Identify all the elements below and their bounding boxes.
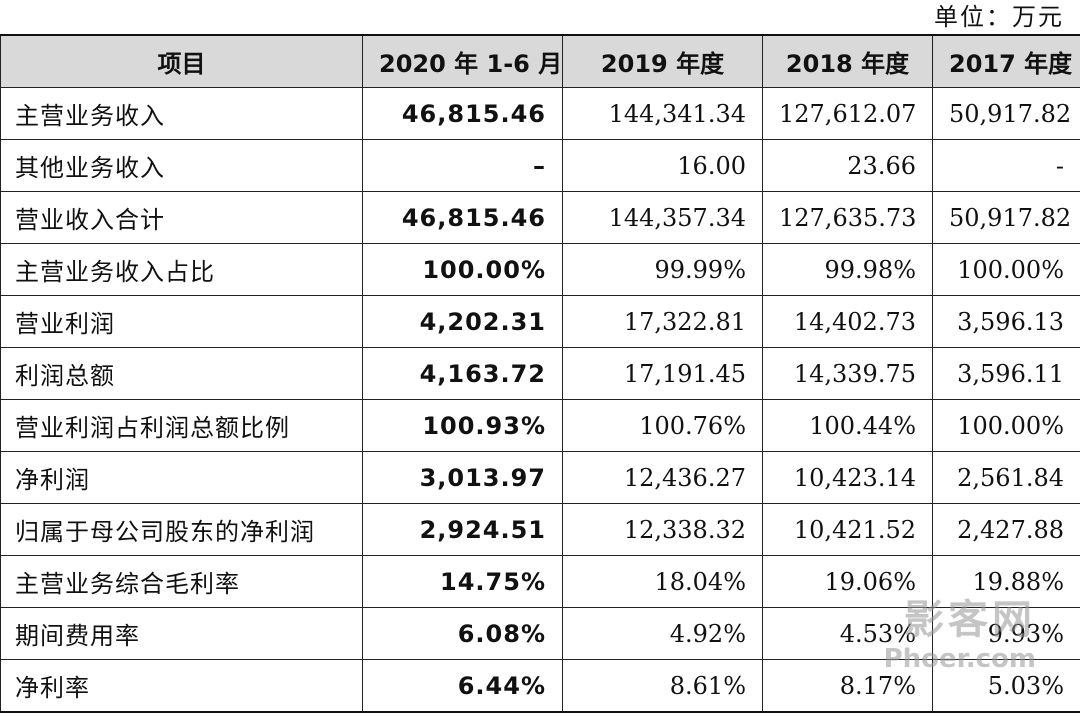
table-row: 营业收入合计 46,815.46 144,357.34 127,635.73 50,91… (0, 191, 1080, 244)
cell-2018: 14,339.75 (762, 347, 933, 400)
cell-2017: 50,917.82 (932, 191, 1080, 244)
cell-2020h1: 6.44% (362, 659, 563, 713)
row-label: 营业利润占利润总额比例 (0, 399, 363, 452)
cell-2017: 5.03% (932, 659, 1080, 713)
cell-2019: 100.76% (562, 399, 763, 452)
cell-2020h1: 14.75% (362, 555, 563, 608)
row-label: 利润总额 (0, 347, 363, 400)
table-row: 期间费用率 6.08% 4.92% 4.53% 9.93% (0, 607, 1080, 660)
cell-2017: 9.93% (932, 607, 1080, 660)
table-row: 净利率 6.44% 8.61% 8.17% 5.03% (0, 659, 1080, 713)
row-label: 净利润 (0, 451, 363, 504)
cell-2020h1: 46,815.46 (362, 191, 563, 244)
cell-2020h1: 100.00% (362, 243, 563, 296)
cell-2017: - (932, 139, 1080, 192)
cell-2017: 3,596.13 (932, 295, 1080, 348)
table-body: 主营业务收入 46,815.46 144,341.34 127,612.07 50,91… (0, 87, 1080, 713)
table-row: 营业利润占利润总额比例 100.93% 100.76% 100.44% 100.00% (0, 399, 1080, 452)
cell-2019: 4.92% (562, 607, 763, 660)
row-label: 主营业务收入占比 (0, 243, 363, 296)
row-label: 其他业务收入 (0, 139, 363, 192)
cell-2018: 14,402.73 (762, 295, 933, 348)
table-row: 主营业务收入占比 100.00% 99.99% 99.98% 100.00% (0, 243, 1080, 296)
cell-2017: 2,561.84 (932, 451, 1080, 504)
cell-2020h1: 4,163.72 (362, 347, 563, 400)
cell-2017: 50,917.82 (932, 87, 1080, 140)
cell-2020h1: 100.93% (362, 399, 563, 452)
row-label: 归属于母公司股东的净利润 (0, 503, 363, 556)
table-row: 净利润 3,013.97 12,436.27 10,423.14 2,561.84 (0, 451, 1080, 504)
table-row: 利润总额 4,163.72 17,191.45 14,339.75 3,596.11 (0, 347, 1080, 400)
cell-2019: 12,338.32 (562, 503, 763, 556)
cell-2019: 18.04% (562, 555, 763, 608)
row-label: 营业收入合计 (0, 191, 363, 244)
cell-2019: 17,322.81 (562, 295, 763, 348)
header-2019: 2019 年度 (562, 34, 763, 88)
cell-2020h1: 2,924.51 (362, 503, 563, 556)
cell-2020h1: 4,202.31 (362, 295, 563, 348)
table-row: 营业利润 4,202.31 17,322.81 14,402.73 3,596.13 (0, 295, 1080, 348)
row-label: 主营业务收入 (0, 87, 363, 140)
cell-2019: 16.00 (562, 139, 763, 192)
cell-2019: 17,191.45 (562, 347, 763, 400)
table-row: 主营业务收入 46,815.46 144,341.34 127,612.07 50,91… (0, 87, 1080, 140)
cell-2020h1: 6.08% (362, 607, 563, 660)
cell-2017: 3,596.11 (932, 347, 1080, 400)
cell-2018: 8.17% (762, 659, 933, 713)
cell-2018: 99.98% (762, 243, 933, 296)
table-row: 归属于母公司股东的净利润 2,924.51 12,338.32 10,421.52 2,… (0, 503, 1080, 556)
cell-2019: 144,341.34 (562, 87, 763, 140)
header-item: 项目 (0, 34, 363, 88)
table-row: 其他业务收入 –16.00 23.66- (0, 139, 1080, 192)
header-2020h1: 2020 年 1-6 月 (362, 34, 563, 88)
cell-2018: 19.06% (762, 555, 933, 608)
cell-2020h1: 3,013.97 (362, 451, 563, 504)
table-row: 主营业务综合毛利率 14.75% 18.04% 19.06% 19.88% (0, 555, 1080, 608)
cell-2019: 12,436.27 (562, 451, 763, 504)
cell-2019: 8.61% (562, 659, 763, 713)
cell-2018: 127,635.73 (762, 191, 933, 244)
cell-2017: 19.88% (932, 555, 1080, 608)
cell-2020h1: – (362, 139, 563, 192)
row-label: 净利率 (0, 659, 363, 713)
header-2017: 2017 年度 (932, 34, 1080, 88)
cell-2017: 100.00% (932, 399, 1080, 452)
header-2018: 2018 年度 (762, 34, 933, 88)
cell-2017: 2,427.88 (932, 503, 1080, 556)
cell-2020h1: 46,815.46 (362, 87, 563, 140)
cell-2019: 99.99% (562, 243, 763, 296)
cell-2017: 100.00% (932, 243, 1080, 296)
unit-label: 单位：万元 (934, 3, 1064, 31)
cell-2019: 144,357.34 (562, 191, 763, 244)
cell-2018: 10,421.52 (762, 503, 933, 556)
row-label: 期间费用率 (0, 607, 363, 660)
cell-2018: 23.66 (762, 139, 933, 192)
row-label: 主营业务综合毛利率 (0, 555, 363, 608)
cell-2018: 10,423.14 (762, 451, 933, 504)
row-label: 营业利润 (0, 295, 363, 348)
table-header-row: 项目 2020 年 1-6 月 2019 年度 2018 年度 2017 年度 (0, 34, 1080, 88)
cell-2018: 100.44% (762, 399, 933, 452)
cell-2018: 4.53% (762, 607, 933, 660)
financial-table: 项目 2020 年 1-6 月 2019 年度 2018 年度 2017 年度 … (0, 34, 1080, 713)
cell-2018: 127,612.07 (762, 87, 933, 140)
